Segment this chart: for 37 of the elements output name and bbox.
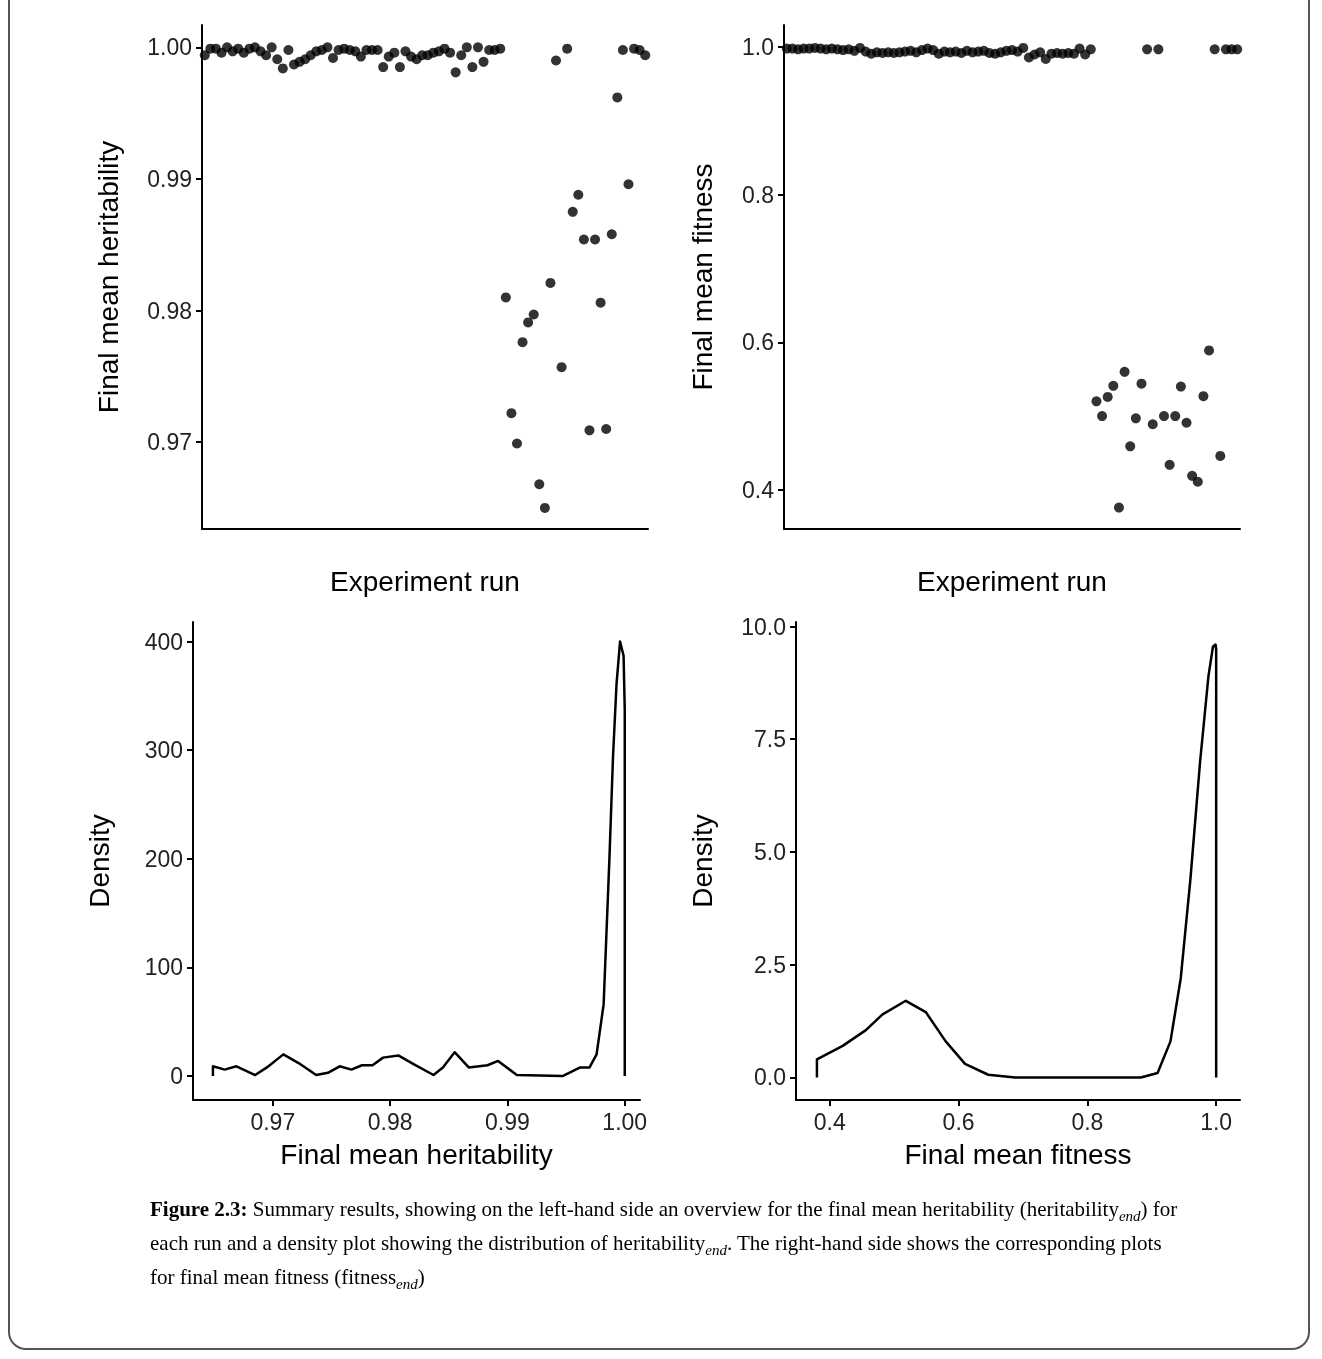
y-tick-label: 300 <box>144 737 183 764</box>
y-tick-label: 2.5 <box>754 951 786 978</box>
y-axis-title: Final mean fitness <box>686 163 718 391</box>
x-tick-label: 0.4 <box>813 1108 846 1135</box>
x-tick-label: 1.0 <box>1200 1108 1233 1135</box>
y-tick-label: 200 <box>144 845 183 872</box>
y-tick-label: 400 <box>144 628 183 655</box>
x-tick-label: 0.97 <box>250 1108 296 1135</box>
y-tick-label: 5.0 <box>754 838 786 865</box>
x-tick-label: 0.8 <box>1071 1108 1104 1135</box>
caption: Figure 2.3: <box>150 1197 248 1221</box>
y-tick-label: 0 <box>170 1063 183 1090</box>
x-axis-title: Final mean fitness <box>904 1138 1132 1170</box>
y-axis-title: Density <box>686 814 718 908</box>
x-axis-title: Final mean heritability <box>280 1138 553 1170</box>
y-tick-label: 1.0 <box>742 34 774 61</box>
y-axis-title: Density <box>83 814 115 908</box>
y-tick-label: 1.00 <box>147 34 192 61</box>
y-tick-label: 10.0 <box>741 613 786 640</box>
x-tick-label: 1.00 <box>602 1108 648 1135</box>
y-tick-label: 0.6 <box>742 329 774 356</box>
x-tick-label: 0.6 <box>942 1108 975 1135</box>
y-tick-label: 100 <box>144 954 183 981</box>
y-tick-label: 0.97 <box>147 429 192 456</box>
y-tick-label: 0.4 <box>742 476 775 503</box>
x-axis-title: Experiment run <box>330 565 520 597</box>
line-series <box>815 643 1218 1079</box>
x-tick-label: 0.98 <box>367 1108 413 1135</box>
line-series <box>211 640 626 1078</box>
y-tick-label: 0.0 <box>754 1064 786 1091</box>
y-tick-label: 7.5 <box>754 726 786 753</box>
x-axis-title: Experiment run <box>917 565 1107 597</box>
x-tick-label: 0.99 <box>485 1108 530 1135</box>
y-tick-label: 0.98 <box>147 297 192 324</box>
y-axis-title: Final mean heritability <box>92 140 124 414</box>
y-tick-label: 0.99 <box>147 165 192 192</box>
y-tick-label: 0.8 <box>742 181 774 208</box>
